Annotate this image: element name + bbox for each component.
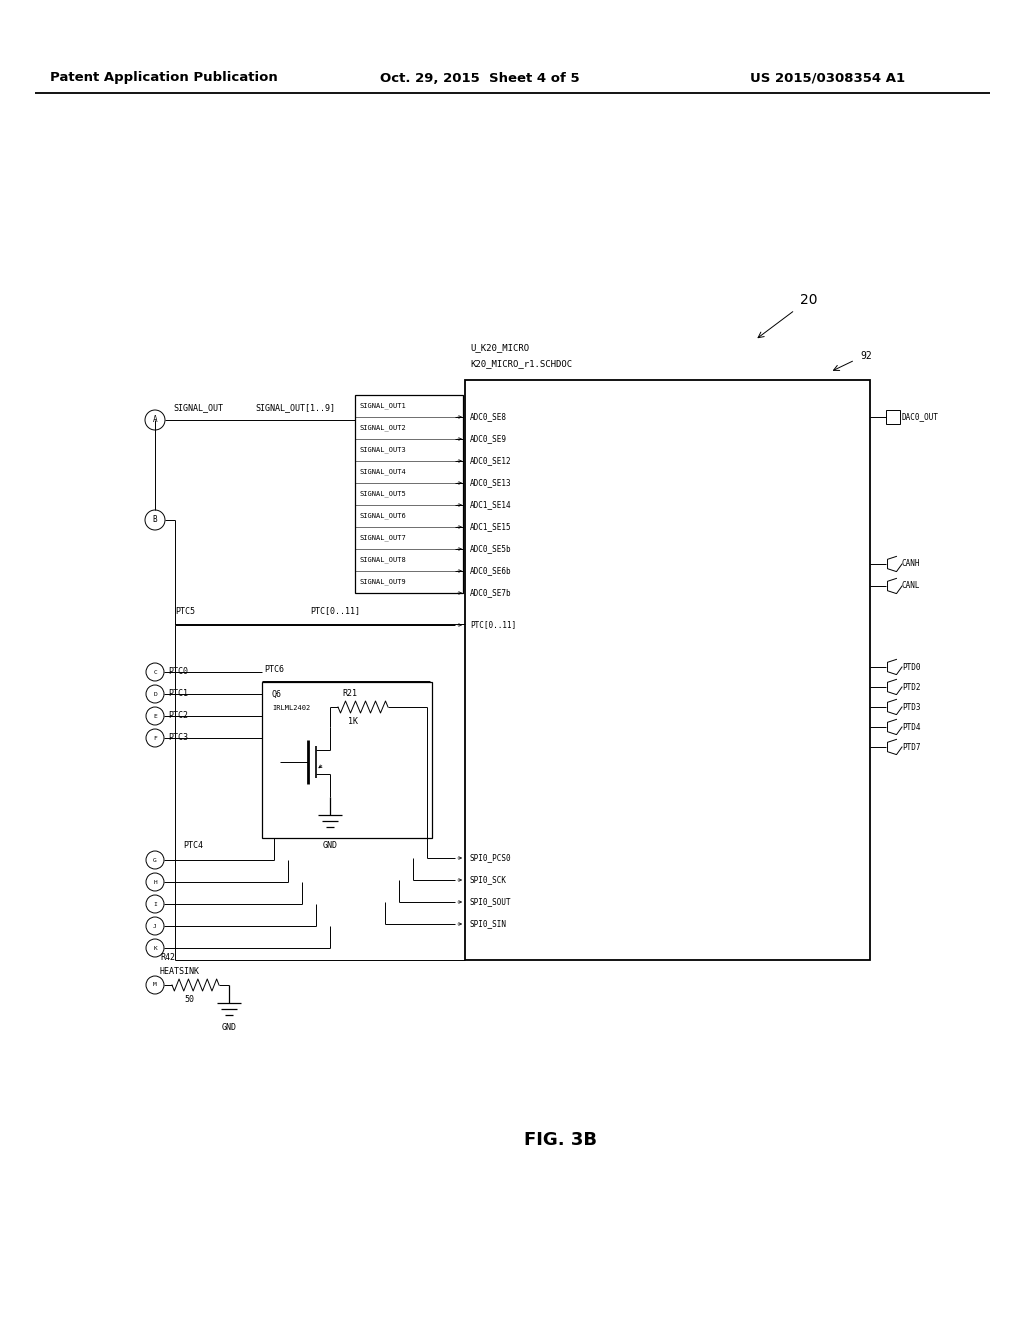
Text: Oct. 29, 2015  Sheet 4 of 5: Oct. 29, 2015 Sheet 4 of 5	[380, 71, 580, 84]
Text: IRLML2402: IRLML2402	[272, 705, 310, 711]
Text: SPI0_SCK: SPI0_SCK	[470, 875, 507, 884]
Text: PTD0: PTD0	[902, 663, 921, 672]
Text: ADC0_SE5b: ADC0_SE5b	[470, 544, 512, 553]
Circle shape	[146, 708, 164, 725]
Text: GND: GND	[323, 841, 338, 850]
Circle shape	[145, 411, 165, 430]
Bar	[355, 395, 463, 593]
Text: PTD2: PTD2	[902, 682, 921, 692]
Text: PTC6: PTC6	[264, 665, 284, 675]
Circle shape	[146, 663, 164, 681]
Text: A: A	[153, 416, 158, 425]
Text: SPI0_SIN: SPI0_SIN	[470, 920, 507, 928]
Text: E: E	[154, 714, 157, 718]
Text: FIG. 3B: FIG. 3B	[523, 1131, 597, 1148]
Text: H: H	[154, 879, 157, 884]
Text: R42: R42	[160, 953, 175, 961]
Text: F: F	[154, 735, 157, 741]
Text: ADC0_SE13: ADC0_SE13	[470, 479, 512, 487]
Text: GND: GND	[221, 1023, 237, 1031]
Text: J: J	[154, 924, 157, 928]
Circle shape	[146, 685, 164, 704]
Circle shape	[146, 873, 164, 891]
Text: ADC0_SE7b: ADC0_SE7b	[470, 589, 512, 598]
Text: PTC1: PTC1	[168, 689, 188, 698]
Text: B: B	[153, 516, 158, 524]
Text: SIGNAL_OUT1: SIGNAL_OUT1	[359, 403, 406, 409]
Text: SIGNAL_OUT: SIGNAL_OUT	[173, 404, 223, 412]
Text: PTD7: PTD7	[902, 742, 921, 751]
Text: ADC0_SE8: ADC0_SE8	[470, 412, 507, 421]
Circle shape	[146, 729, 164, 747]
Text: SIGNAL_OUT9: SIGNAL_OUT9	[359, 578, 406, 585]
Text: ADC0_SE6b: ADC0_SE6b	[470, 566, 512, 576]
Text: PTC0: PTC0	[168, 668, 188, 676]
Text: SIGNAL_OUT6: SIGNAL_OUT6	[359, 512, 406, 519]
Text: PTC[0..11]: PTC[0..11]	[310, 606, 360, 615]
Text: PTD4: PTD4	[902, 722, 921, 731]
Text: DAC0_OUT: DAC0_OUT	[902, 412, 939, 421]
Text: I: I	[154, 902, 157, 907]
Text: PTC3: PTC3	[168, 734, 188, 742]
Text: R21: R21	[342, 689, 357, 697]
Text: SIGNAL_OUT5: SIGNAL_OUT5	[359, 491, 406, 498]
Text: G: G	[154, 858, 157, 862]
Text: Q6: Q6	[272, 689, 282, 698]
Text: HEATSINK: HEATSINK	[160, 966, 200, 975]
Text: ADC1_SE15: ADC1_SE15	[470, 523, 512, 532]
Text: SPI0_SOUT: SPI0_SOUT	[470, 898, 512, 907]
Text: PTC2: PTC2	[168, 711, 188, 721]
Circle shape	[146, 851, 164, 869]
Text: ADC0_SE9: ADC0_SE9	[470, 434, 507, 444]
Text: C: C	[154, 669, 157, 675]
Text: ADC0_SE12: ADC0_SE12	[470, 457, 512, 466]
Circle shape	[146, 917, 164, 935]
Text: US 2015/0308354 A1: US 2015/0308354 A1	[750, 71, 905, 84]
Text: SIGNAL_OUT4: SIGNAL_OUT4	[359, 469, 406, 475]
Text: PTC5: PTC5	[175, 606, 195, 615]
Text: PTC4: PTC4	[183, 842, 203, 850]
Text: CANH: CANH	[902, 560, 921, 569]
Text: 50: 50	[184, 994, 194, 1003]
Text: SPI0_PCS0: SPI0_PCS0	[470, 854, 512, 862]
Bar	[886, 411, 900, 424]
Text: 20: 20	[800, 293, 817, 308]
Text: M: M	[154, 982, 157, 987]
Text: SIGNAL_OUT3: SIGNAL_OUT3	[359, 446, 406, 453]
Circle shape	[145, 510, 165, 531]
Text: 1K: 1K	[348, 717, 358, 726]
Text: SIGNAL_OUT8: SIGNAL_OUT8	[359, 557, 406, 564]
Text: U_K20_MICRO: U_K20_MICRO	[470, 343, 529, 352]
Bar	[262, 682, 432, 838]
Text: SIGNAL_OUT[1..9]: SIGNAL_OUT[1..9]	[255, 404, 335, 412]
Text: 92: 92	[860, 351, 871, 360]
Text: PTD3: PTD3	[902, 702, 921, 711]
Text: D: D	[154, 692, 157, 697]
Bar	[465, 380, 870, 960]
Text: SIGNAL_OUT2: SIGNAL_OUT2	[359, 425, 406, 432]
Text: ADC1_SE14: ADC1_SE14	[470, 500, 512, 510]
Circle shape	[146, 895, 164, 913]
Text: K20_MICRO_r1.SCHDOC: K20_MICRO_r1.SCHDOC	[470, 359, 572, 368]
Circle shape	[146, 975, 164, 994]
Text: K: K	[154, 945, 157, 950]
Circle shape	[146, 939, 164, 957]
Text: SIGNAL_OUT7: SIGNAL_OUT7	[359, 535, 406, 541]
Text: Patent Application Publication: Patent Application Publication	[50, 71, 278, 84]
Text: PTC[0..11]: PTC[0..11]	[470, 620, 516, 630]
Text: CANL: CANL	[902, 582, 921, 590]
